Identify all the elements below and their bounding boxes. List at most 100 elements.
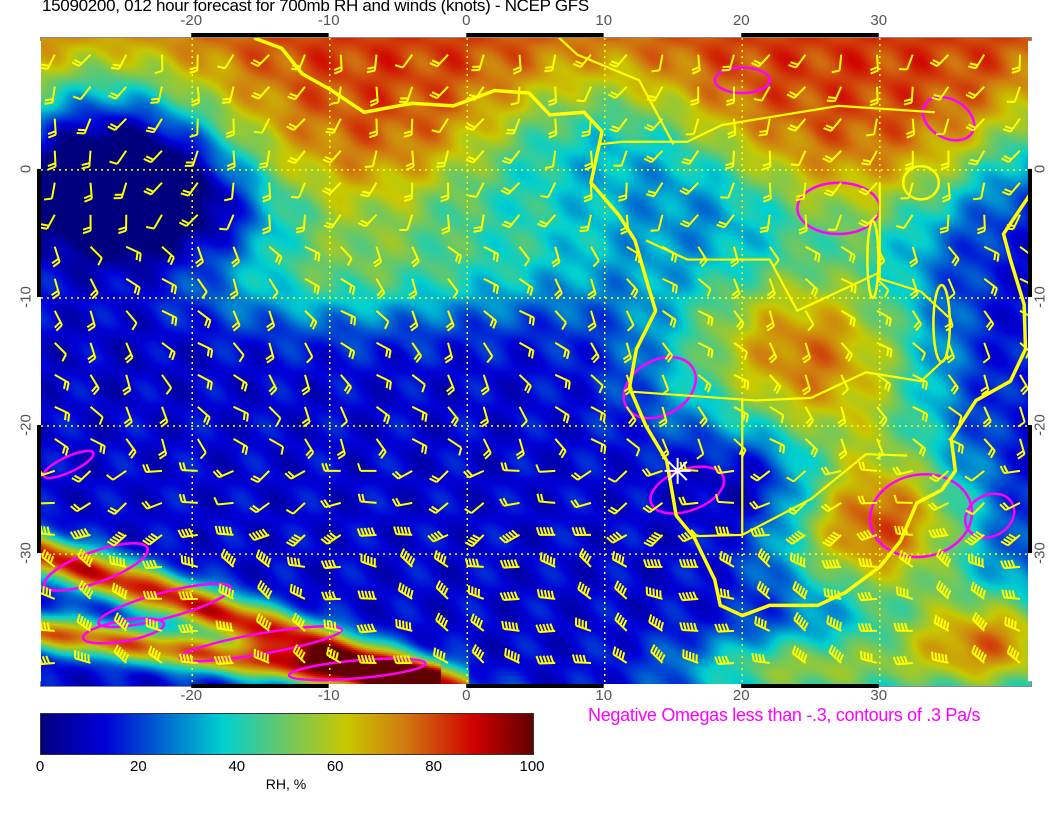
tick-label: 0 [462,12,471,29]
wind-barb [685,118,700,136]
tick-label: 10 [595,12,613,29]
wind-barb [857,623,878,633]
wind-barb [69,527,91,540]
tick-label: -10 [17,286,35,308]
wind-barb [607,85,628,99]
wind-barb [482,342,494,364]
wind-barb [258,150,271,169]
wind-barb [268,437,285,455]
wind-barb [713,465,735,475]
wind-barb [554,438,567,459]
wind-barb [464,534,485,548]
wind-barb [869,86,879,107]
wind-barb [364,150,378,169]
wind-barb [725,150,735,170]
wind-barb [109,150,128,165]
wind-barb [618,182,628,202]
wind-barb [464,502,485,514]
wind-barb [590,437,607,454]
wind-barb [571,527,592,536]
wind-barb [765,310,775,332]
country-border [645,239,881,313]
wind-barb [150,86,163,104]
wind-barb [1000,533,1021,547]
country-border [694,453,908,538]
map-panel [40,37,1032,687]
wind-barb [798,214,808,235]
wind-barb [232,342,245,363]
wind-barb [940,150,950,171]
wind-barb [762,150,772,171]
wind-barb [759,214,771,234]
wind-barb [54,373,70,391]
wind-barb [399,214,414,232]
wind-barb [394,54,414,69]
tick-label: 30 [870,687,888,704]
wind-barb [876,246,886,268]
wind-barb [124,342,134,364]
wind-barb [268,374,278,396]
wind-barb [535,464,556,473]
wind-barb [912,342,926,361]
wind-barb [213,655,234,665]
wind-barb [357,462,377,472]
wind-barb [266,310,276,332]
wind-barb [678,496,699,506]
wind-barb [411,374,426,393]
wind-barb [178,462,198,472]
wind-barb [792,580,808,600]
wind-barb [678,591,699,602]
colorbar-tick: 20 [130,758,147,775]
wind-barb [221,86,235,104]
wind-barb [983,245,1000,262]
wind-barb [716,587,735,600]
wind-barb [535,526,556,536]
tick-label: -20 [180,12,203,29]
wind-barb [74,650,91,664]
wind-barb [447,438,463,456]
wind-barb [178,214,199,227]
lake-outline [901,164,941,201]
wind-barb [805,245,821,263]
country-border [810,354,950,399]
wind-barb [54,342,67,362]
wind-barb [982,406,992,428]
wind-barb [758,118,771,137]
wind-barb [786,85,807,99]
wind-barb [554,405,570,424]
wind-barb [660,438,670,460]
wind-barb [697,374,712,393]
wind-barb [154,54,164,75]
wind-barb [77,548,94,568]
wind-barb [607,502,628,515]
wind-barb [357,493,377,504]
wind-barb [804,278,819,298]
wind-barb [944,310,954,332]
wind-barb [142,559,163,570]
wind-barb [123,406,133,428]
wind-barb [733,341,749,360]
wind-barb [788,54,807,69]
wind-barb [125,245,142,262]
wind-barb [179,653,198,664]
wind-barb [360,553,377,568]
wind-barb [866,118,878,137]
wind-barb [376,373,392,390]
country-border [597,104,935,146]
wind-barb [976,214,986,235]
wind-barb [253,118,271,134]
wind-barb [840,309,856,327]
wind-barb [147,645,163,664]
omega-contour [649,465,726,515]
omega-contour [713,66,771,95]
wind-barb [928,527,949,539]
wind-barb [321,182,342,196]
wind-barb [749,500,771,510]
wind-barb [468,182,485,198]
wind-barb [904,150,914,171]
wind-barb [625,310,635,332]
asterisk-icon [664,457,691,484]
wind-barb [965,502,985,516]
wind-barb [159,406,169,428]
omega-contour [921,95,976,142]
